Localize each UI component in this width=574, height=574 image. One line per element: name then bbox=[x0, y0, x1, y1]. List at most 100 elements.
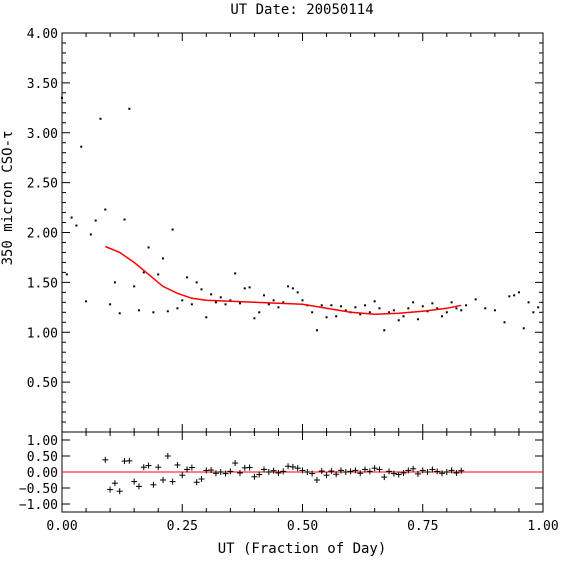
residual-point bbox=[424, 469, 431, 475]
data-point bbox=[508, 295, 511, 298]
data-point bbox=[416, 318, 419, 321]
data-point bbox=[94, 219, 97, 222]
residual-point bbox=[227, 468, 234, 475]
data-point bbox=[80, 145, 83, 148]
data-point bbox=[373, 300, 376, 303]
data-point bbox=[128, 107, 131, 110]
residual-point bbox=[362, 466, 369, 473]
data-point bbox=[527, 301, 530, 304]
data-point bbox=[493, 309, 496, 312]
residual-point bbox=[208, 467, 215, 474]
data-point bbox=[61, 96, 63, 99]
data-point bbox=[147, 246, 150, 249]
residual-point bbox=[371, 465, 378, 472]
residual-point bbox=[246, 464, 253, 471]
data-point bbox=[311, 311, 314, 314]
data-point bbox=[166, 310, 169, 313]
residual-point bbox=[352, 467, 359, 474]
residual-point bbox=[155, 464, 162, 471]
main-y-tick-label: 4.00 bbox=[27, 27, 58, 42]
x-tick-label: 0.50 bbox=[287, 519, 318, 534]
data-point bbox=[263, 294, 266, 297]
residual-point bbox=[256, 471, 263, 478]
main-ylabel: 350 micron CSO-τ bbox=[0, 131, 16, 266]
data-point bbox=[195, 281, 198, 284]
main-y-tick-label: 2.00 bbox=[27, 227, 58, 242]
residual-point bbox=[438, 470, 445, 477]
data-point bbox=[513, 294, 516, 297]
data-point bbox=[70, 216, 73, 219]
data-point bbox=[157, 273, 160, 276]
residual-point bbox=[232, 460, 239, 467]
data-point bbox=[325, 316, 328, 319]
data-point bbox=[109, 303, 112, 306]
data-point bbox=[537, 306, 540, 309]
residual-point bbox=[126, 457, 133, 464]
residual-point bbox=[333, 471, 340, 478]
residual-point bbox=[222, 470, 229, 477]
residual-point bbox=[184, 466, 191, 473]
residual-point bbox=[107, 486, 114, 493]
data-point bbox=[532, 311, 535, 314]
data-point bbox=[181, 299, 184, 302]
residual-point bbox=[174, 461, 181, 468]
data-point bbox=[368, 311, 371, 314]
x-tick-label: 0.00 bbox=[46, 519, 77, 534]
data-point bbox=[205, 316, 208, 319]
residual-point bbox=[145, 462, 152, 469]
residual-point bbox=[140, 464, 147, 471]
data-point bbox=[190, 303, 193, 306]
data-point bbox=[171, 228, 174, 231]
residual-point bbox=[347, 468, 354, 475]
data-point bbox=[465, 304, 468, 307]
residual-point bbox=[188, 464, 195, 471]
residual-point bbox=[217, 469, 224, 475]
data-point bbox=[315, 329, 318, 332]
residual-point bbox=[414, 470, 421, 477]
residual-point bbox=[111, 480, 118, 487]
data-point bbox=[484, 307, 487, 310]
data-point bbox=[186, 276, 189, 279]
data-point bbox=[65, 273, 68, 276]
data-point bbox=[354, 306, 357, 309]
residual-point bbox=[381, 474, 388, 481]
residual-point bbox=[193, 479, 200, 486]
x-tick-label: 1.00 bbox=[527, 519, 558, 534]
data-point bbox=[474, 298, 477, 301]
data-point bbox=[243, 287, 246, 290]
data-point bbox=[133, 285, 136, 288]
x-tick-label: 0.25 bbox=[167, 519, 198, 534]
residual-point bbox=[337, 467, 344, 474]
data-point bbox=[359, 313, 362, 316]
residual-point bbox=[294, 465, 301, 472]
data-point bbox=[330, 304, 333, 307]
x-tick-label: 0.75 bbox=[407, 519, 438, 534]
residual-point bbox=[270, 467, 277, 474]
data-point bbox=[272, 299, 275, 302]
data-point bbox=[378, 307, 381, 310]
residual-point bbox=[289, 463, 296, 470]
fit-curve bbox=[105, 245, 462, 316]
residual-point bbox=[458, 467, 465, 474]
residual-point bbox=[261, 466, 268, 473]
residual-point bbox=[342, 469, 349, 475]
residual-y-tick-label: −0.50 bbox=[19, 482, 58, 497]
main-y-tick-label: 0.50 bbox=[27, 376, 58, 391]
data-point bbox=[455, 307, 458, 310]
data-point bbox=[137, 309, 140, 312]
data-point bbox=[113, 281, 116, 284]
data-point bbox=[383, 329, 386, 332]
data-point bbox=[291, 287, 294, 290]
data-point bbox=[301, 299, 304, 302]
data-point bbox=[436, 307, 439, 310]
data-point bbox=[258, 311, 261, 314]
data-point bbox=[99, 117, 102, 120]
residual-point bbox=[169, 478, 176, 485]
residual-point bbox=[160, 477, 167, 483]
residual-point bbox=[443, 469, 450, 475]
residual-point bbox=[280, 468, 287, 475]
data-point bbox=[407, 307, 410, 310]
residual-point bbox=[265, 469, 272, 475]
residual-point bbox=[251, 473, 258, 480]
data-point bbox=[89, 233, 92, 236]
